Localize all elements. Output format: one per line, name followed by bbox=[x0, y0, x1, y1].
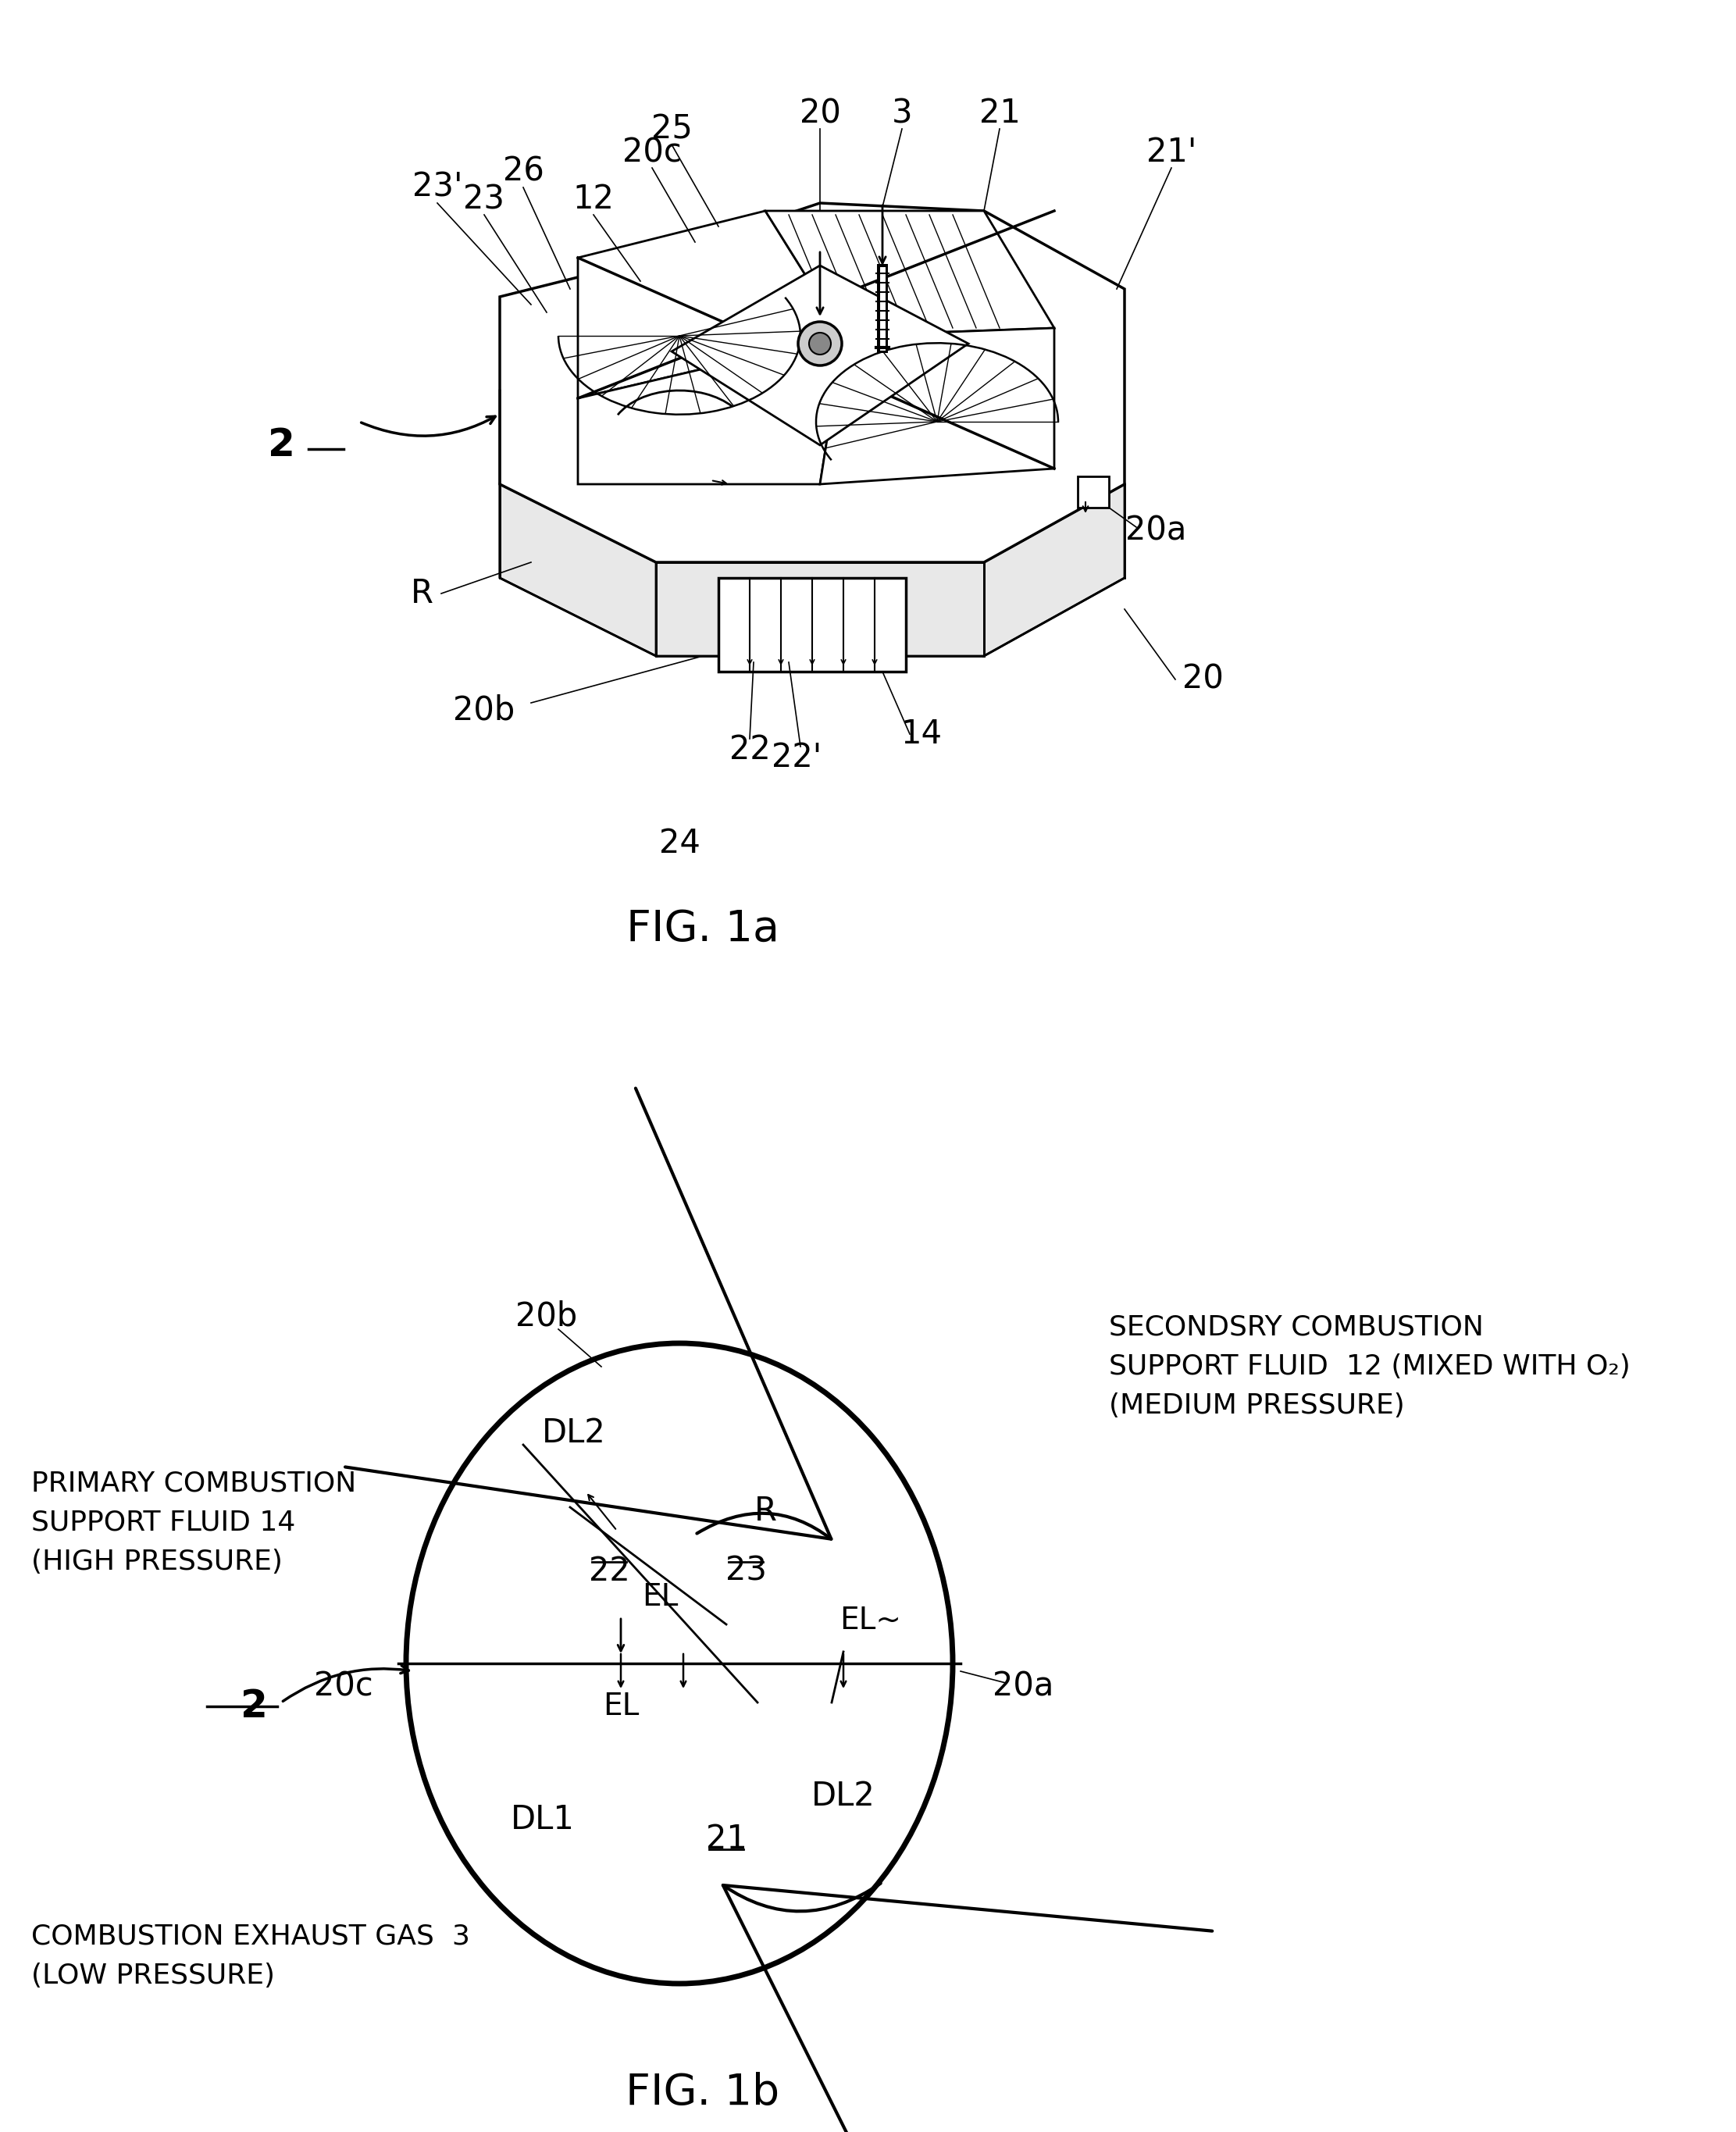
Text: 20c: 20c bbox=[623, 136, 682, 168]
Text: (HIGH PRESSURE): (HIGH PRESSURE) bbox=[31, 1548, 283, 1576]
Ellipse shape bbox=[406, 1343, 953, 1983]
Text: 26: 26 bbox=[503, 156, 543, 188]
Text: 22': 22' bbox=[771, 742, 821, 774]
Text: 12: 12 bbox=[573, 183, 615, 215]
Polygon shape bbox=[719, 578, 906, 672]
Text: 3: 3 bbox=[892, 96, 913, 130]
Text: 20b: 20b bbox=[516, 1301, 578, 1332]
Text: 23: 23 bbox=[464, 183, 505, 215]
Text: 20: 20 bbox=[799, 96, 840, 130]
Text: 14: 14 bbox=[901, 718, 943, 750]
Polygon shape bbox=[500, 484, 656, 657]
Text: EL: EL bbox=[602, 1691, 639, 1721]
Text: 20a: 20a bbox=[993, 1671, 1054, 1703]
Text: 20c: 20c bbox=[314, 1671, 373, 1703]
Text: (LOW PRESSURE): (LOW PRESSURE) bbox=[31, 1964, 274, 1989]
Text: 22: 22 bbox=[729, 733, 771, 765]
Text: COMBUSTION EXHAUST GAS  3: COMBUSTION EXHAUST GAS 3 bbox=[31, 1923, 470, 1951]
Text: FIG. 1a: FIG. 1a bbox=[627, 908, 779, 951]
Text: 22: 22 bbox=[589, 1554, 630, 1588]
Text: 23: 23 bbox=[726, 1554, 767, 1588]
Text: 20a: 20a bbox=[1125, 514, 1186, 548]
Text: FIG. 1b: FIG. 1b bbox=[627, 2072, 779, 2115]
Text: R: R bbox=[753, 1495, 776, 1527]
Polygon shape bbox=[766, 211, 1054, 337]
FancyArrowPatch shape bbox=[722, 1883, 1212, 2132]
Text: SECONDSRY COMBUSTION: SECONDSRY COMBUSTION bbox=[1109, 1313, 1484, 1341]
Text: PRIMARY COMBUSTION: PRIMARY COMBUSTION bbox=[31, 1471, 356, 1497]
FancyArrowPatch shape bbox=[345, 1087, 832, 1539]
Text: 25: 25 bbox=[651, 113, 693, 145]
Text: SUPPORT FLUID 14: SUPPORT FLUID 14 bbox=[31, 1509, 295, 1537]
Polygon shape bbox=[500, 203, 1125, 563]
Text: 21: 21 bbox=[979, 96, 1021, 130]
Text: 2: 2 bbox=[240, 1689, 267, 1725]
Circle shape bbox=[809, 333, 832, 354]
Text: 2: 2 bbox=[267, 426, 295, 465]
Text: 21: 21 bbox=[705, 1823, 746, 1855]
Text: (MEDIUM PRESSURE): (MEDIUM PRESSURE) bbox=[1109, 1392, 1404, 1420]
Text: SUPPORT FLUID  12 (MIXED WITH O₂): SUPPORT FLUID 12 (MIXED WITH O₂) bbox=[1109, 1354, 1630, 1379]
Text: EL: EL bbox=[642, 1582, 679, 1612]
Text: 20: 20 bbox=[1182, 663, 1224, 695]
Polygon shape bbox=[984, 484, 1125, 657]
Polygon shape bbox=[656, 563, 984, 657]
Text: DL2: DL2 bbox=[542, 1416, 606, 1450]
Text: DL2: DL2 bbox=[811, 1780, 875, 1812]
Text: R: R bbox=[410, 578, 432, 610]
Text: 23': 23' bbox=[411, 171, 462, 205]
Text: 20b: 20b bbox=[453, 695, 516, 727]
Polygon shape bbox=[1078, 475, 1109, 507]
Text: DL1: DL1 bbox=[510, 1804, 575, 1836]
Polygon shape bbox=[578, 337, 844, 484]
Text: 24: 24 bbox=[658, 827, 700, 859]
Polygon shape bbox=[578, 211, 844, 399]
Polygon shape bbox=[819, 328, 1054, 484]
Circle shape bbox=[799, 322, 842, 365]
Text: EL~: EL~ bbox=[840, 1605, 901, 1635]
Text: 21': 21' bbox=[1146, 136, 1196, 168]
Polygon shape bbox=[672, 266, 969, 446]
